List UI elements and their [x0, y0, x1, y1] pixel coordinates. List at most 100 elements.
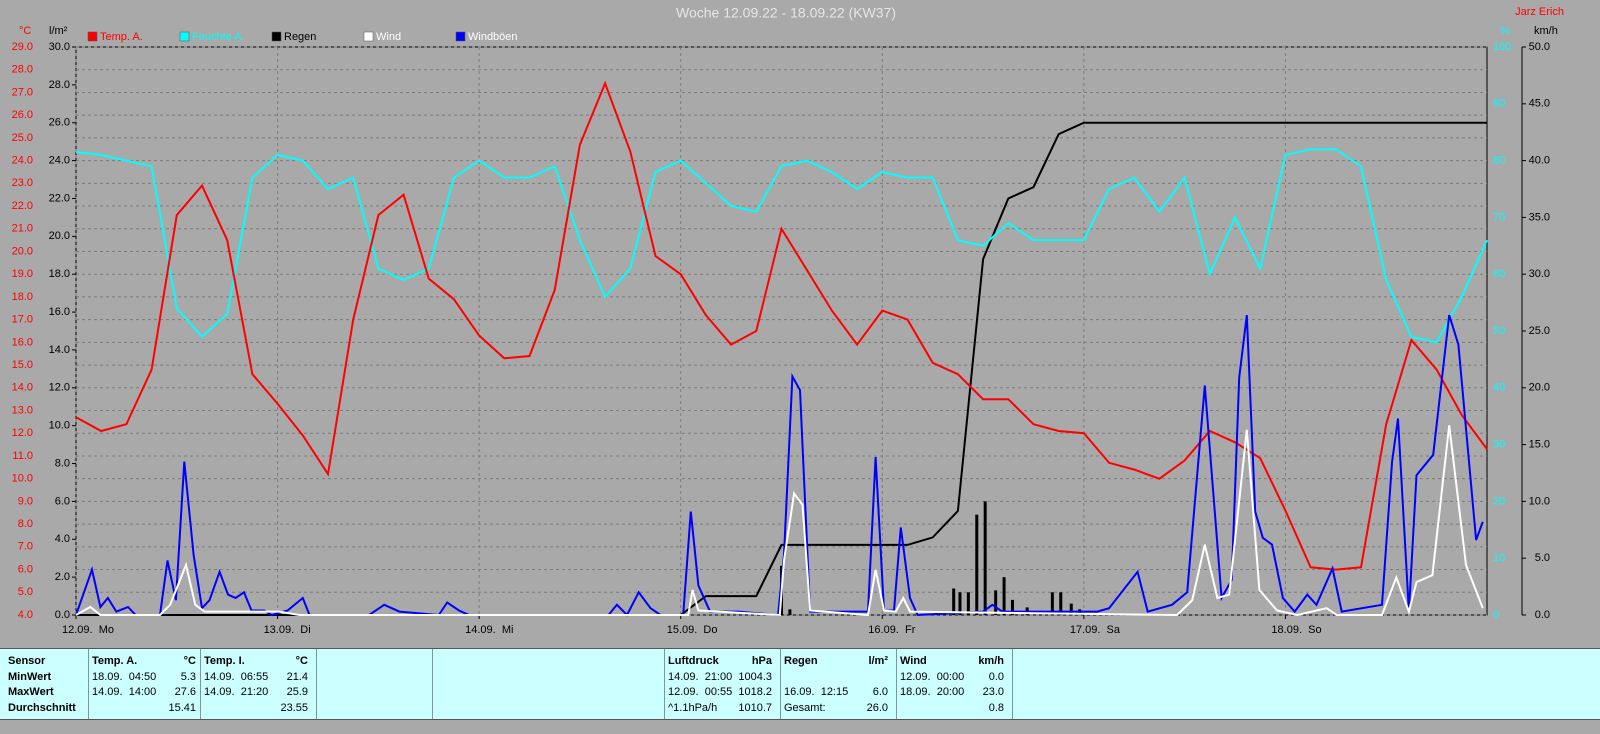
column-separator: [88, 649, 89, 719]
row-label: MaxWert: [8, 686, 54, 698]
cell-time: 12.09. 00:55: [668, 686, 733, 698]
group-unit: hPa: [751, 655, 772, 667]
cell-time: 14.09. 21:20: [204, 686, 269, 698]
cell-value: 23.0: [982, 686, 1004, 698]
y2-tick-label: 14.0: [49, 344, 70, 356]
rain-bar: [1050, 592, 1054, 615]
author: Jarz Erich: [1515, 6, 1564, 18]
x-tick-label: 18.09. So: [1271, 624, 1321, 636]
series-line: [75, 148, 1488, 344]
chart: Woche 12.09.22 - 18.09.22 (KW37) Jarz Er…: [12, 5, 1564, 636]
y-tick-label: 25.0: [12, 132, 33, 144]
cell-value: 27.6: [174, 686, 196, 698]
y3-tick-label: 60: [1493, 268, 1505, 280]
legend-swatch: [455, 31, 466, 42]
y2-tick-label: 18.0: [49, 268, 70, 280]
y3-tick-label: 90: [1493, 98, 1505, 110]
y2-tick-label: 24.0: [49, 155, 70, 167]
cell-value: 23.55: [280, 702, 308, 714]
y2-tick-label: 2.0: [55, 571, 70, 583]
x-tick-label: 12.09. Mo: [62, 624, 114, 636]
x-tick-label: 15.09. Do: [667, 624, 718, 636]
y2-tick-label: 28.0: [49, 79, 70, 91]
y-tick-label: 18.0: [12, 291, 33, 303]
x-tick-label: 17.09. Sa: [1070, 624, 1121, 636]
y3-tick-label: 30: [1493, 439, 1505, 451]
rain-bar: [983, 501, 987, 615]
rain-bar: [966, 592, 970, 615]
y-tick-label: 26.0: [12, 109, 33, 121]
y4-tick-label: 50.0: [1529, 41, 1550, 53]
row-label: Durchschnitt: [8, 702, 76, 714]
cell-time: 14.09. 21:00: [668, 671, 733, 683]
legend-label: Regen: [284, 31, 316, 43]
y2-tick-label: 0.0: [55, 609, 70, 621]
y-tick-label: 12.0: [12, 427, 33, 439]
y4-tick-label: 15.0: [1529, 439, 1550, 451]
group-header: Wind: [900, 655, 927, 667]
y4-tick-label: 40.0: [1529, 155, 1550, 167]
y3-tick-label: 40: [1493, 382, 1505, 394]
y-tick-label: 8.0: [18, 518, 33, 530]
y2-tick-label: 6.0: [55, 495, 70, 507]
legend-swatch: [87, 31, 98, 42]
cell-time: 18.09. 20:00: [900, 686, 965, 698]
y4-tick-label: 0.0: [1535, 609, 1550, 621]
y3-tick-label: 10: [1493, 552, 1505, 564]
y-tick-label: 19.0: [12, 268, 33, 280]
column-separator: [200, 649, 201, 719]
y4-tick-label: 30.0: [1529, 268, 1550, 280]
y4-tick-label: 45.0: [1529, 98, 1550, 110]
series-line: [75, 425, 1484, 617]
cell-time: Gesamt:: [784, 702, 826, 714]
y-tick-label: 10.0: [12, 473, 33, 485]
group-header: Temp. I.: [204, 655, 245, 667]
legend-swatch: [271, 31, 282, 42]
legend-label: Temp. A.: [100, 31, 143, 43]
group-header: Regen: [784, 655, 818, 667]
y2-tick-label: 30.0: [49, 41, 70, 53]
summary-table: Sensor MinWert MaxWert Durchschnitt Temp. A.…: [0, 648, 1600, 720]
y3-tick-label: 70: [1493, 211, 1505, 223]
y3-unit: %: [1500, 25, 1510, 37]
group-unit: °C: [183, 655, 196, 667]
legend-swatch: [179, 31, 190, 42]
cell-time: ^1.1hPa/h: [668, 702, 718, 714]
y3-tick-label: 80: [1493, 155, 1505, 167]
cell-value: 0.8: [988, 702, 1004, 714]
cell-value: 15.41: [168, 702, 196, 714]
cell-value: 0.0: [988, 671, 1004, 683]
legend-label: Feuchte A.: [192, 31, 245, 43]
y-tick-label: 22.0: [12, 200, 33, 212]
y2-tick-label: 20.0: [49, 230, 70, 242]
y4-tick-label: 10.0: [1529, 495, 1550, 507]
y-tick-label: 11.0: [12, 450, 33, 462]
y4-unit: km/h: [1534, 25, 1558, 37]
y2-tick-label: 10.0: [49, 420, 70, 432]
rain-bar: [1002, 577, 1006, 615]
y-tick-label: 7.0: [18, 541, 33, 553]
cell-time: 12.09. 00:00: [900, 671, 965, 683]
y-tick-label: 29.0: [12, 41, 33, 53]
y3-tick-label: 0: [1493, 609, 1499, 621]
y2-tick-label: 8.0: [55, 457, 70, 469]
rain-bar: [1059, 592, 1063, 615]
cell-value: 1004.3: [738, 671, 772, 683]
legend-label: Wind: [376, 31, 401, 43]
y2-tick-label: 16.0: [49, 306, 70, 318]
y-tick-label: 4.0: [18, 609, 33, 621]
y-unit: °C: [19, 25, 31, 37]
y-tick-label: 28.0: [12, 64, 33, 76]
y2-tick-label: 12.0: [49, 382, 70, 394]
cell-value: 5.3: [180, 671, 196, 683]
y-tick-label: 24.0: [12, 155, 33, 167]
group-unit: km/h: [978, 655, 1004, 667]
chart-title: Woche 12.09.22 - 18.09.22 (KW37): [676, 5, 896, 21]
x-tick-label: 13.09. Di: [264, 624, 311, 636]
y2-tick-label: 4.0: [55, 533, 70, 545]
y-tick-label: 27.0: [12, 86, 33, 98]
group-header: Temp. A.: [92, 655, 138, 667]
y-tick-label: 14.0: [12, 382, 33, 394]
group-unit: °C: [295, 655, 308, 667]
